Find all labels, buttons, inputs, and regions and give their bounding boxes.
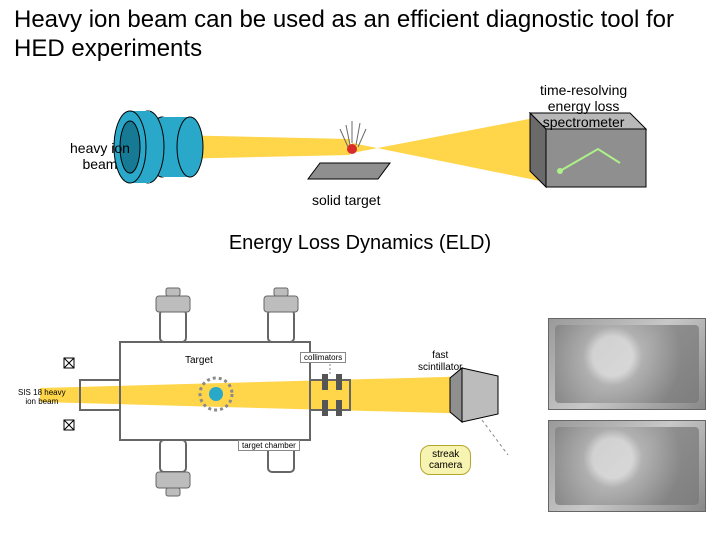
label-solid-target: solid target xyxy=(312,192,380,208)
page-title: Heavy ion beam can be used as an efficie… xyxy=(14,6,700,64)
lower-beam xyxy=(40,376,480,414)
section-heading: Energy Loss Dynamics (ELD) xyxy=(0,232,720,255)
label-target-chamber: target chamber xyxy=(238,440,300,451)
label-fast-scintillator: fast scintillator xyxy=(418,350,462,373)
streak-camera-callout: streak camera xyxy=(420,445,471,475)
label-target: Target xyxy=(185,355,213,367)
photo-apparatus-1 xyxy=(548,318,706,410)
camera-icon xyxy=(264,288,298,312)
label-sis-beam: SIS 18 heavy ion beam xyxy=(18,388,66,406)
label-heavy-ion-beam: heavy ion beam xyxy=(70,140,130,172)
label-spectrometer: time-resolving energy loss spectrometer xyxy=(540,82,627,130)
scintillator xyxy=(450,368,498,422)
label-collimators: collimators xyxy=(300,352,346,363)
camera-icon xyxy=(156,472,190,496)
camera-icon xyxy=(156,288,190,312)
photo-apparatus-2 xyxy=(548,420,706,512)
